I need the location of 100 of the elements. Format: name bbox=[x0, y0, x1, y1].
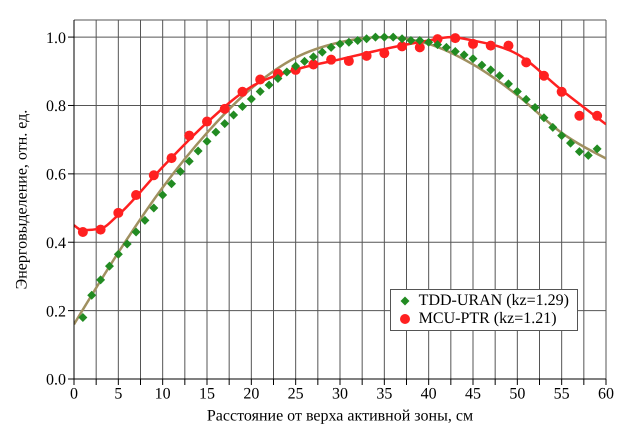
point bbox=[539, 113, 548, 122]
x-tick-label: 50 bbox=[509, 385, 526, 402]
point bbox=[512, 86, 522, 96]
point bbox=[415, 36, 424, 46]
point bbox=[362, 34, 372, 44]
point bbox=[282, 67, 292, 76]
point bbox=[353, 36, 362, 46]
point bbox=[122, 239, 132, 248]
point bbox=[468, 54, 478, 64]
point bbox=[574, 147, 584, 156]
point bbox=[433, 40, 442, 50]
point bbox=[326, 42, 336, 52]
point bbox=[229, 110, 238, 120]
legend-label: MCU-PTR (kz=1.21) bbox=[418, 310, 557, 328]
x-tick-label: 20 bbox=[243, 385, 260, 402]
point bbox=[176, 166, 185, 176]
point bbox=[140, 216, 150, 225]
point bbox=[468, 38, 478, 49]
point bbox=[398, 34, 407, 44]
x-tick-label: 55 bbox=[554, 385, 570, 402]
point bbox=[264, 80, 274, 90]
point bbox=[78, 312, 88, 322]
point bbox=[255, 74, 266, 84]
point bbox=[336, 39, 344, 48]
point bbox=[566, 138, 576, 148]
point bbox=[149, 204, 158, 213]
point bbox=[96, 224, 106, 235]
point bbox=[114, 250, 123, 259]
point bbox=[256, 86, 265, 96]
point bbox=[424, 38, 434, 47]
point bbox=[592, 144, 602, 154]
point bbox=[503, 40, 514, 51]
point bbox=[238, 102, 247, 111]
y-axis-title: Энерговыделение, отн. ед. bbox=[14, 110, 30, 290]
point bbox=[362, 50, 372, 61]
point bbox=[148, 170, 159, 180]
point bbox=[504, 79, 513, 88]
point bbox=[167, 179, 176, 188]
point bbox=[530, 103, 540, 112]
point bbox=[406, 36, 416, 46]
x-axis-title: Расстояние от верха активной зоны, см bbox=[206, 407, 474, 424]
point bbox=[131, 190, 142, 200]
point bbox=[78, 226, 88, 237]
point bbox=[87, 290, 96, 300]
point bbox=[477, 60, 486, 70]
point bbox=[388, 32, 398, 42]
x-tick-label: 45 bbox=[465, 385, 481, 402]
point bbox=[300, 56, 310, 66]
point bbox=[166, 153, 177, 164]
x-tick-label: 30 bbox=[332, 385, 348, 402]
point bbox=[194, 146, 203, 156]
point bbox=[308, 59, 318, 70]
y-tick-label: 0.8 bbox=[46, 98, 66, 116]
point bbox=[211, 128, 220, 137]
point bbox=[184, 130, 194, 141]
y-tick-label: 0.0 bbox=[46, 372, 66, 389]
point bbox=[450, 46, 460, 56]
y-tick-label: 1.0 bbox=[46, 30, 66, 47]
point bbox=[246, 94, 256, 104]
point bbox=[486, 40, 496, 51]
x-tick-label: 10 bbox=[154, 385, 171, 402]
point bbox=[202, 116, 212, 127]
x-tick-label: 40 bbox=[420, 385, 437, 402]
point bbox=[273, 74, 282, 83]
point bbox=[380, 32, 389, 42]
point bbox=[379, 48, 390, 58]
point bbox=[184, 156, 194, 166]
point bbox=[220, 104, 230, 114]
point bbox=[397, 41, 408, 52]
point bbox=[557, 131, 566, 140]
point bbox=[574, 110, 584, 121]
x-tick-label: 35 bbox=[376, 385, 392, 402]
legend-label: TDD-URAN (kz=1.29) bbox=[418, 292, 569, 310]
y-tick-label: 0.6 bbox=[46, 166, 66, 184]
point bbox=[556, 86, 567, 97]
x-tick-label: 60 bbox=[598, 385, 614, 402]
point bbox=[442, 42, 451, 52]
point bbox=[486, 65, 496, 74]
point bbox=[460, 50, 469, 60]
x-tick-label: 25 bbox=[288, 385, 304, 402]
x-tick-label: 0 bbox=[70, 385, 78, 402]
point bbox=[308, 52, 318, 62]
point bbox=[104, 262, 114, 271]
point bbox=[220, 119, 230, 128]
x-tick-label: 5 bbox=[114, 385, 122, 402]
point bbox=[538, 70, 549, 81]
point bbox=[158, 190, 168, 200]
point bbox=[202, 136, 212, 146]
point bbox=[113, 208, 124, 218]
point bbox=[548, 122, 558, 132]
point bbox=[344, 56, 354, 66]
point bbox=[522, 94, 531, 104]
point bbox=[450, 33, 460, 44]
point bbox=[584, 150, 593, 160]
point bbox=[414, 42, 425, 52]
point bbox=[592, 110, 602, 121]
point bbox=[495, 71, 504, 80]
point bbox=[326, 54, 336, 65]
point bbox=[237, 86, 248, 97]
y-tick-label: 0.2 bbox=[46, 303, 66, 320]
